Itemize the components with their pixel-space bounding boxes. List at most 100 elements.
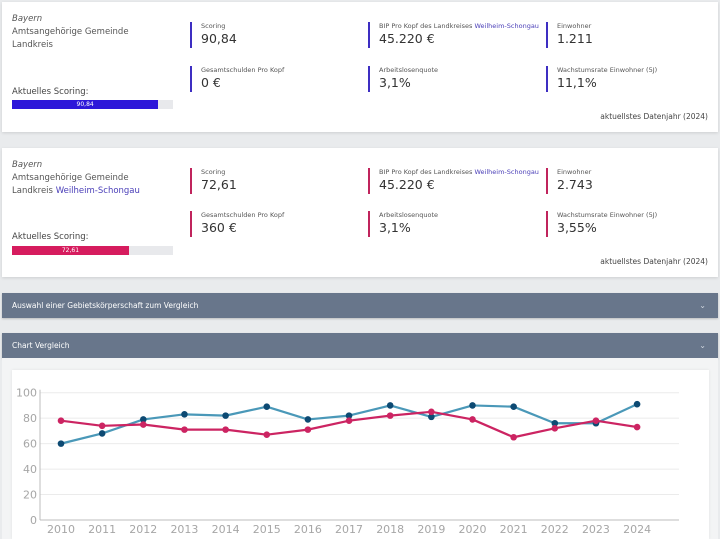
y-tick-label: 0	[30, 514, 37, 527]
metric-value: 11,1%	[557, 75, 597, 90]
x-tick-label: 2013	[170, 523, 198, 536]
metric-value: 3,55%	[557, 220, 597, 235]
metric-wachstumsrate: Wachstumsrate Einwohner (5J) 11,1%	[546, 66, 657, 92]
metric-schulden: Gesamtschulden Pro Kopf 0 €	[190, 66, 284, 92]
location-info: Bayern Amtsangehörige Gemeinde Landkreis…	[12, 159, 140, 198]
data-point-series-1	[633, 400, 641, 408]
data-point-series-2	[386, 412, 394, 419]
data-point-series-1	[510, 403, 517, 411]
y-tick-label: 80	[23, 412, 37, 425]
data-point-series-2	[469, 416, 476, 423]
district-link[interactable]: Weilheim-Schongau	[474, 22, 539, 30]
metric-value: 45.220 €	[379, 31, 435, 46]
metric-value: 3,1%	[379, 220, 411, 235]
y-tick-label: 40	[23, 463, 37, 476]
data-point-series-2	[263, 431, 271, 439]
accordion-compare-selection[interactable]: Auswahl einer Gebietskörperschaft zum Ve…	[2, 293, 718, 318]
data-point-series-2	[633, 423, 641, 431]
data-point-series-2	[304, 426, 312, 433]
x-tick-label: 2018	[376, 523, 404, 536]
data-point-series-2	[345, 417, 353, 425]
data-point-series-2	[222, 426, 229, 433]
data-point-series-1	[222, 412, 229, 419]
x-tick-label: 2016	[294, 523, 322, 536]
data-point-series-2	[428, 408, 435, 416]
data-point-series-2	[98, 422, 106, 430]
metric-value: 72,61	[201, 177, 237, 192]
municipality-type: Amtsangehörige Gemeinde	[12, 27, 129, 37]
data-point-series-1	[345, 412, 353, 419]
data-point-series-1	[263, 403, 271, 411]
data-point-series-2	[551, 425, 559, 432]
metric-arbeitslosenquote: Arbeitslosenquote 3,1%	[368, 66, 438, 92]
metric-value: 360 €	[201, 220, 237, 235]
data-point-series-1	[469, 402, 476, 409]
x-tick-label: 2010	[47, 523, 75, 536]
x-tick-label: 2020	[459, 523, 487, 536]
metric-value: 1.211	[557, 31, 593, 46]
district-link[interactable]: Weilheim-Schongau	[55, 186, 140, 196]
metric-value: 3,1%	[379, 75, 411, 90]
x-tick-label: 2023	[582, 523, 610, 536]
location-info: Bayern Amtsangehörige Gemeinde Landkreis	[12, 13, 129, 52]
y-tick-label: 60	[23, 438, 37, 451]
district-link[interactable]: Weilheim-Schongau	[474, 168, 539, 176]
bip-label-text: BIP Pro Kopf des Landkreises	[379, 168, 473, 176]
metric-label: Scoring	[201, 168, 226, 176]
metric-wachstumsrate: Wachstumsrate Einwohner (5J) 3,55%	[546, 211, 657, 237]
data-point-series-2	[510, 433, 517, 441]
metric-label: Arbeitslosenquote	[379, 211, 439, 219]
metric-label: Wachstumsrate Einwohner (5J)	[557, 66, 658, 74]
district-prefix: Landkreis	[12, 40, 53, 50]
data-point-series-1	[57, 440, 65, 447]
district-prefix: Landkreis	[12, 186, 53, 196]
data-point-series-2	[140, 421, 147, 428]
metric-einwohner: Einwohner 2.743	[546, 168, 593, 194]
metric-scoring: Scoring 90,84	[190, 22, 237, 48]
chevron-down-icon[interactable]: ⌄	[699, 341, 706, 350]
score-progress-bar: 72,61	[12, 246, 173, 255]
bip-label-text: BIP Pro Kopf des Landkreises	[379, 22, 473, 30]
district: Landkreis	[12, 39, 129, 52]
metric-label: Gesamtschulden Pro Kopf	[201, 66, 285, 74]
metric-label: Arbeitslosenquote	[379, 66, 439, 74]
data-point-series-1	[428, 413, 435, 421]
data-year: aktuellstes Datenjahr (2024)	[600, 257, 708, 266]
data-point-series-1	[140, 416, 147, 423]
chart-panel: 0 20 40 60 80 100 2010 2011 2012 2013 2014 2015 2016…	[2, 358, 718, 539]
x-tick-label: 2022	[541, 523, 569, 536]
municipality-card-2: Bayern Amtsangehörige Gemeinde Landkreis…	[2, 148, 718, 277]
score-label: Aktuelles Scoring:	[12, 232, 89, 242]
metric-label: BIP Pro Kopf des Landkreises Weilheim-Sc…	[379, 168, 539, 177]
metric-label: Wachstumsrate Einwohner (5J)	[557, 211, 658, 219]
municipality-type: Amtsangehörige Gemeinde	[12, 173, 129, 183]
x-tick-label: 2019	[417, 523, 445, 536]
x-tick-label: 2011	[88, 523, 116, 536]
accordion-chart-compare[interactable]: Chart Vergleich ⌄	[2, 333, 718, 358]
data-point-series-1	[181, 411, 188, 418]
data-point-series-1	[386, 402, 394, 409]
x-tick-label: 2015	[253, 523, 281, 536]
score-label: Aktuelles Scoring:	[12, 87, 89, 97]
metric-label: Einwohner	[557, 22, 592, 30]
x-tick-label: 2021	[500, 523, 528, 536]
chevron-down-icon[interactable]: ⌄	[699, 301, 706, 310]
data-point-series-1	[304, 416, 312, 423]
chart-container: 0 20 40 60 80 100 2010 2011 2012 2013 2014 2015 2016…	[12, 370, 709, 539]
score-progress-fill: 90,84	[12, 100, 159, 109]
data-point-series-2	[57, 417, 65, 425]
score-progress-fill: 72,61	[12, 246, 129, 255]
y-tick-label: 20	[23, 489, 37, 502]
data-point-series-2	[181, 426, 188, 433]
x-tick-label: 2024	[623, 523, 651, 536]
metric-label: BIP Pro Kopf des Landkreises Weilheim-Sc…	[379, 22, 539, 31]
metric-value: 45.220 €	[379, 177, 435, 192]
x-tick-label: 2014	[212, 523, 240, 536]
accordion-label: Chart Vergleich	[12, 341, 70, 350]
metric-value: 90,84	[201, 31, 237, 46]
metric-label: Scoring	[201, 22, 226, 30]
data-point-series-1	[551, 419, 559, 427]
line-chart: 0 20 40 60 80 100 2010 2011 2012 2013 2014 2015 2016…	[16, 387, 679, 536]
x-tick-label: 2012	[129, 523, 157, 536]
metric-label: Gesamtschulden Pro Kopf	[201, 211, 285, 219]
